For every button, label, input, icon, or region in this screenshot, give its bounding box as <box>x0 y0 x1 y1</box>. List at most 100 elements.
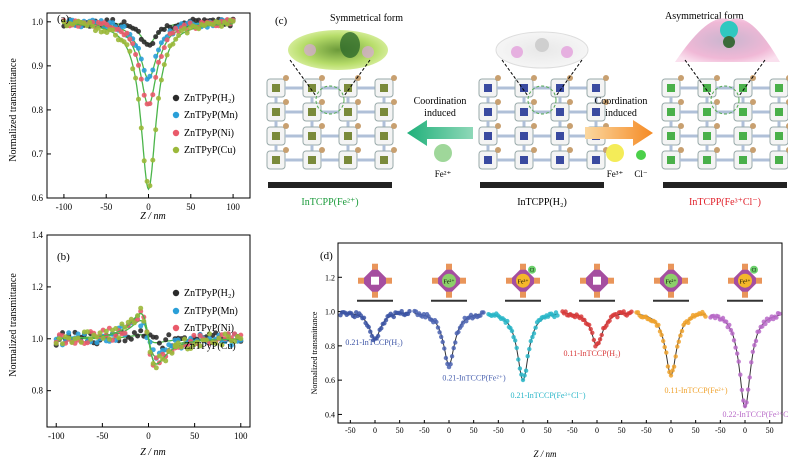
schematic-c-label: (c) <box>275 15 288 27</box>
d-ytick-label: 0.8 <box>325 342 335 351</box>
zoom-line <box>501 59 529 97</box>
a-point <box>164 52 170 58</box>
d-structure-icon: Fe³⁺ Cl <box>505 263 541 302</box>
d-corner <box>358 277 364 284</box>
d-corner <box>446 263 452 270</box>
lattice-core <box>739 84 747 92</box>
d-cl-label: Cl <box>530 269 535 274</box>
d-xtick-label: 50 <box>618 426 626 435</box>
a-fit-line <box>63 23 234 191</box>
d-point <box>456 329 461 335</box>
a-point <box>153 53 159 59</box>
d-point <box>437 330 442 335</box>
d-point <box>391 314 396 320</box>
d-point <box>451 345 456 351</box>
d-corner <box>668 291 674 298</box>
lattice-core <box>667 84 675 92</box>
lattice-core <box>484 108 492 116</box>
lattice-atom <box>678 99 684 105</box>
lattice-core <box>344 132 352 140</box>
right-arrow-text-2: induced <box>605 108 637 119</box>
d-point <box>735 351 740 356</box>
b-point <box>97 330 103 336</box>
a-point <box>130 41 136 47</box>
d-point <box>527 346 532 352</box>
lattice-atom <box>750 123 756 129</box>
chart-d-label: (d) <box>320 250 333 262</box>
d-point <box>555 313 560 318</box>
legend-a-cu-marker <box>172 146 180 154</box>
d-cl-label: Cl <box>752 269 757 274</box>
d-corner <box>506 277 512 284</box>
fe2-ion-label: Fe²⁺ <box>435 169 452 179</box>
lattice-atom <box>355 99 361 105</box>
a-point <box>110 27 116 33</box>
b-point <box>69 340 75 345</box>
a-point <box>95 25 101 31</box>
molecule-white-image <box>495 31 589 69</box>
d-corner <box>742 291 748 298</box>
b-point <box>56 336 62 342</box>
lattice-core <box>775 132 783 140</box>
d-corner <box>372 263 378 270</box>
lattice-atom <box>283 75 289 81</box>
framework-left-image <box>266 59 397 188</box>
d-point <box>587 322 592 328</box>
caption-mid: InTCPP(H₂) <box>517 197 567 208</box>
d-point <box>749 360 754 365</box>
a-point <box>136 28 141 34</box>
d-point <box>440 339 445 345</box>
d-point <box>413 309 419 314</box>
lattice-core <box>667 108 675 116</box>
d-point <box>678 333 683 338</box>
d-point <box>661 338 666 344</box>
b-point <box>60 341 65 347</box>
b-point <box>178 344 184 350</box>
d-point <box>588 326 593 332</box>
a-point <box>224 21 230 27</box>
d-metal-icon <box>442 273 456 288</box>
chart-d-xlabel: Z / nm <box>533 449 557 459</box>
lattice-core <box>272 84 280 92</box>
a-fit-line <box>63 21 234 80</box>
d-corner <box>460 277 466 284</box>
d-point <box>505 318 510 324</box>
d-point <box>741 398 746 403</box>
a-xtick-label: 0 <box>146 202 151 212</box>
d-metal-icon <box>738 273 752 288</box>
b-point <box>66 330 72 336</box>
lattice-atom <box>567 75 573 81</box>
a-point <box>133 52 139 57</box>
b-point <box>225 334 231 340</box>
d-point <box>686 320 691 325</box>
d-point <box>756 329 762 334</box>
chart-a: 0.6 0.7 0.8 0.9 1.0 -100 -50 0 50 100 (a) Normali… <box>8 12 251 222</box>
lattice-core <box>520 84 528 92</box>
d-point <box>774 315 779 320</box>
d-cl-icon <box>528 265 536 274</box>
d-point <box>453 340 458 345</box>
d-point <box>720 315 726 321</box>
a-point <box>158 40 164 46</box>
lattice-atom <box>603 99 609 105</box>
a-point <box>141 67 147 73</box>
a-point <box>173 36 179 42</box>
lattice-atom <box>531 123 537 129</box>
b-point <box>75 335 81 341</box>
fe3-ion-icon <box>606 144 624 162</box>
a-point <box>164 37 170 43</box>
a-point <box>147 73 153 79</box>
b-point <box>163 358 169 364</box>
d-point <box>523 368 529 373</box>
b-point <box>78 339 84 345</box>
lattice-atom <box>567 99 573 105</box>
a-point <box>184 30 190 36</box>
a-point <box>138 125 144 131</box>
b-point <box>197 333 203 338</box>
d-empty-core <box>371 276 379 285</box>
a-point <box>161 27 167 32</box>
lattice-core <box>592 156 600 164</box>
lattice-core <box>520 132 528 140</box>
d-metal-icon <box>664 273 678 288</box>
a-point <box>170 30 176 36</box>
